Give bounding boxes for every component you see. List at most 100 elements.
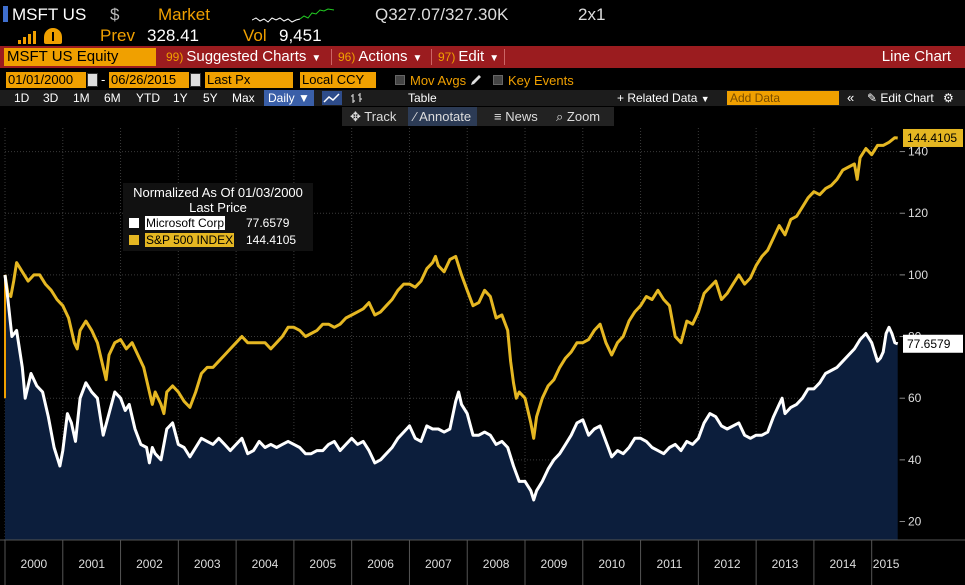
ticker-symbol[interactable]: MSFT US (12, 5, 87, 24)
caret-down-icon: ▼ (311, 53, 322, 64)
period-1y[interactable]: 1Y (173, 91, 188, 105)
annotate-button[interactable]: ∕ Annotate (408, 107, 478, 126)
caret-down-icon: ▼ (700, 94, 710, 104)
key-events-checkbox[interactable] (493, 75, 503, 85)
last-value-tag-spx: 144.4105 (907, 131, 957, 145)
frequency-label: Daily (268, 91, 295, 105)
edit-chart-label: Edit Chart (880, 91, 934, 105)
x-axis-tick-label: 2009 (541, 557, 568, 571)
market-label: Market (158, 5, 210, 24)
prev-value: 328.41 (147, 26, 199, 45)
key-events-label: Key Events (508, 73, 574, 88)
date-separator: - (101, 72, 106, 87)
magnifier-icon: ⌕ (556, 109, 564, 124)
x-axis-tick-label: 2008 (483, 557, 510, 571)
annotate-label: Annotate (419, 109, 472, 124)
prev-label: Prev (100, 26, 135, 45)
zoom-button[interactable]: ⌕ Zoom (556, 107, 600, 126)
caret-down-icon: ▼ (489, 53, 500, 64)
period-ytd[interactable]: YTD (136, 91, 160, 105)
calendar-icon[interactable] (190, 73, 201, 87)
x-axis-tick-label: 2003 (194, 557, 221, 571)
x-axis-tick-label: 2002 (136, 557, 163, 571)
gauge-icon[interactable] (44, 28, 62, 44)
track-label: Track (364, 109, 397, 124)
suggested-charts-label: Suggested Charts (186, 48, 307, 65)
chart-toolbar: ✥ Track ∕ Annotate ≡ News ⌕ Zoom (342, 107, 614, 126)
x-axis-tick-label: 2010 (598, 557, 625, 571)
y-axis-tick-label: 20 (908, 515, 922, 529)
zoom-label: Zoom (566, 109, 601, 124)
x-axis-tick-label: 2007 (425, 557, 452, 571)
end-date-input[interactable]: 06/26/2015 (109, 72, 189, 88)
last-value-tag-msft: 77.6579 (907, 337, 951, 351)
x-axis-tick-label: 2005 (309, 557, 336, 571)
bar-chart-icon[interactable] (348, 91, 368, 105)
period-row: 1D 3D 1M 6M YTD 1Y 5Y Max Daily ▼ Table … (0, 90, 965, 106)
x-axis-tick-label: 2001 (78, 557, 105, 571)
crosshair-icon: ✥ (350, 109, 361, 124)
period-1d[interactable]: 1D (14, 91, 30, 105)
period-1m[interactable]: 1M (73, 91, 90, 105)
pencil-icon: ✎ (867, 91, 878, 105)
field-select[interactable]: Last Px (205, 72, 293, 88)
mov-avgs-checkbox[interactable] (395, 75, 405, 85)
period-3d[interactable]: 3D (43, 91, 59, 105)
y-axis-tick-label: 60 (908, 391, 922, 405)
divider (431, 49, 432, 65)
edit-button[interactable]: 97) Edit ▼ (438, 46, 499, 68)
legend-swatch (129, 235, 139, 245)
actions-button[interactable]: 96) Actions ▼ (338, 46, 422, 68)
chart-legend[interactable]: Normalized As Of 01/03/2000 Last Price M… (123, 183, 313, 251)
y-axis-tick-label: 100 (908, 268, 928, 282)
news-button[interactable]: ≡ News (494, 107, 538, 126)
line-chart-icon[interactable] (322, 91, 342, 105)
edit-label: Edit (458, 48, 485, 65)
divider (331, 49, 332, 65)
security-field[interactable]: MSFT US Equity (4, 48, 156, 66)
legend-series-name: S&P 500 INDEX (145, 233, 235, 247)
legend-swatch (129, 218, 139, 228)
news-icon: ≡ (494, 109, 502, 124)
msft-area (5, 274, 898, 540)
calendar-icon[interactable] (87, 73, 98, 87)
related-data-button[interactable]: + Related Data ▼ (617, 90, 710, 106)
annotate-icon: ∕ (414, 109, 417, 124)
currency-symbol: $ (110, 5, 120, 24)
x-axis-tick-label: 2015 (873, 557, 900, 571)
bid-ask-quote: Q327.07/327.30K (375, 5, 509, 24)
last-value-tag-msft-box (903, 334, 963, 353)
suggested-charts-number: 99) (166, 50, 184, 64)
volume-label: Vol (243, 26, 267, 45)
caret-down-icon: ▼ (412, 53, 423, 64)
volume-value: 9,451 (279, 26, 322, 45)
settings-gear-icon[interactable]: ⚙ (943, 91, 954, 105)
legend-series-value: 144.4105 (246, 233, 297, 247)
divider (504, 49, 505, 65)
edit-chart-button[interactable]: ✎ Edit Chart (867, 90, 934, 106)
right-axis-panel (900, 128, 965, 540)
currency-select[interactable]: Local CCY (300, 72, 376, 88)
caret-down-icon: ▼ (298, 91, 310, 105)
legend-series-name: Microsoft Corp (145, 216, 226, 230)
suggested-charts-button[interactable]: 99) Suggested Charts ▼ (166, 46, 321, 68)
quote-header: MSFT US $ Market Q327.07/327.30K 2x1 Pre… (0, 0, 965, 45)
frequency-select[interactable]: Daily ▼ (264, 90, 314, 106)
legend-series-value: 77.6579 (246, 216, 290, 230)
last-value-tag-spx-box (903, 128, 963, 147)
currency-caret-icon[interactable]: ▼ (377, 75, 387, 86)
period-max[interactable]: Max (232, 91, 255, 105)
x-axis-tick-label: 2000 (21, 557, 48, 571)
x-axis-tick-label: 2004 (252, 557, 279, 571)
x-axis-tick-label: 2014 (829, 557, 856, 571)
track-button[interactable]: ✥ Track (350, 107, 396, 126)
period-5y[interactable]: 5Y (203, 91, 218, 105)
start-date-input[interactable]: 01/01/2000 (6, 72, 86, 88)
legend-title: Normalized As Of 01/03/2000 (133, 185, 303, 200)
x-axis-panel (0, 540, 965, 585)
table-button[interactable]: Table (408, 91, 437, 105)
period-6m[interactable]: 6M (104, 91, 121, 105)
collapse-icon[interactable]: « (847, 90, 855, 105)
add-data-input[interactable]: Add Data (727, 91, 839, 105)
pencil-icon[interactable] (470, 74, 482, 86)
